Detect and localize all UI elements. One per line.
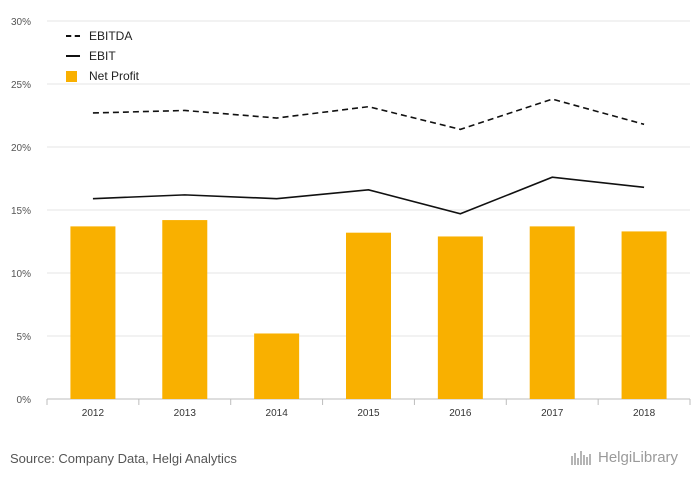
net-profit-bar	[621, 231, 667, 399]
x-tick-label: 2013	[174, 408, 197, 419]
brand[interactable]: HelgiLibrary	[570, 449, 678, 466]
x-tick-label: 2015	[357, 408, 380, 419]
y-tick-label: 15%	[11, 206, 31, 217]
ebitda-line	[92, 98, 645, 131]
legend-item-net-profit: Net Profit	[66, 66, 139, 86]
ebit-line	[92, 176, 645, 215]
net-profit-bar	[437, 236, 483, 399]
net-profit-bar	[70, 226, 116, 399]
x-tick-label: 2014	[266, 408, 289, 419]
x-tick-label: 2016	[449, 408, 472, 419]
legend-label-ebitda: EBITDA	[89, 29, 133, 43]
x-tick-label: 2017	[541, 408, 564, 419]
legend-item-ebitda: EBITDA	[66, 26, 139, 46]
net-profit-bar	[162, 220, 208, 399]
legend-item-ebit: EBIT	[66, 46, 139, 66]
legend-swatch-ebit	[66, 55, 80, 57]
y-tick-label: 20%	[11, 143, 31, 154]
x-axis: 2012 2013 2014 2015 2016 2017 2018	[46, 399, 691, 419]
legend-label-ebit: EBIT	[89, 49, 116, 63]
net-profit-bar	[346, 232, 391, 399]
x-tick-label: 2012	[82, 408, 105, 419]
line-series	[92, 98, 645, 215]
y-tick-label: 10%	[11, 269, 31, 280]
legend-swatch-ebitda	[66, 35, 80, 37]
net-profit-bars	[70, 220, 667, 399]
brand-text: HelgiLibrary	[598, 449, 679, 466]
legend-swatch-net-profit	[66, 70, 77, 82]
y-tick-label: 0%	[17, 395, 32, 406]
y-axis-ticks: 0% 5% 10% 15% 20% 25% 30%	[11, 17, 31, 406]
helgi-library-logo-icon	[571, 450, 591, 465]
source-note: Source: Company Data, Helgi Analytics	[10, 451, 237, 466]
y-tick-label: 25%	[11, 80, 31, 91]
x-tick-label: 2018	[633, 408, 656, 419]
legend: EBITDA EBIT Net Profit	[66, 26, 139, 86]
y-tick-label: 30%	[11, 17, 31, 28]
legend-label-net-profit: Net Profit	[89, 69, 140, 83]
net-profit-bar	[254, 333, 300, 399]
net-profit-bar	[529, 226, 575, 399]
y-tick-label: 5%	[17, 332, 32, 343]
